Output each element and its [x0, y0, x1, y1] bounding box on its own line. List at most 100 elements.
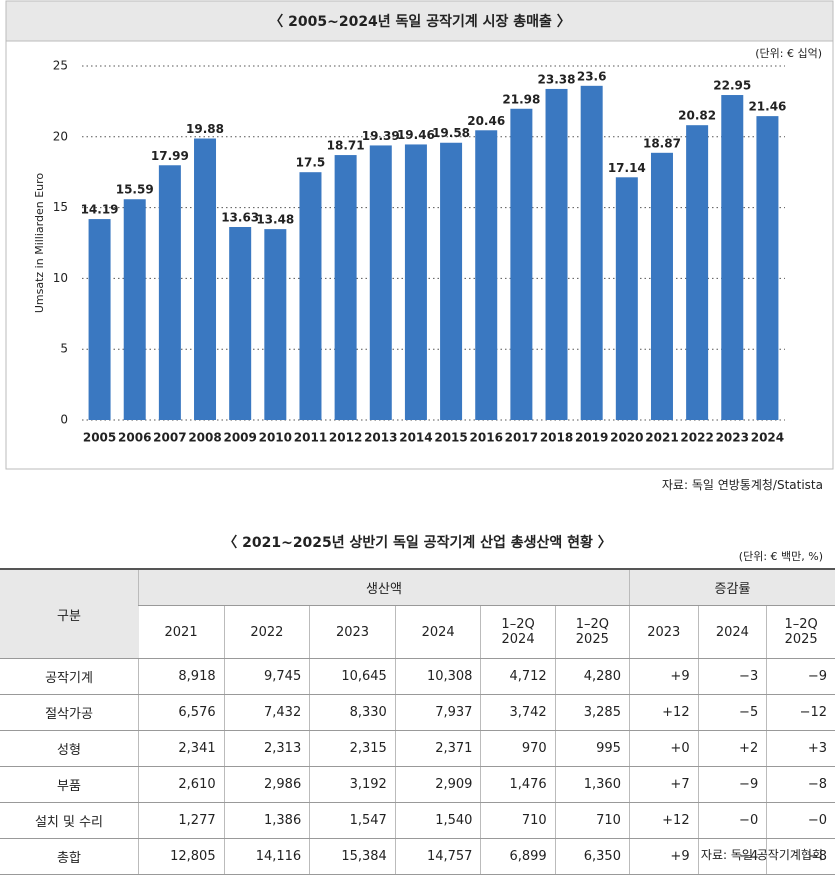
table-cell: −0 [697, 802, 767, 839]
chart: 〈 2005~2024년 독일 공작기계 시장 총매출 〉 (단위: € 십억)… [5, 0, 834, 470]
table-cell: +3 [766, 730, 835, 767]
y-tick-label: 20 [53, 129, 68, 143]
value-label: 19.39 [362, 129, 400, 143]
x-tick-label: 2020 [610, 431, 643, 445]
value-label: 19.46 [397, 128, 435, 142]
table-cell: 2,315 [309, 730, 396, 767]
table-cell: 4,712 [480, 658, 556, 695]
y-tick-label: 25 [53, 59, 68, 73]
table-cell: −8 [766, 766, 835, 803]
header-cell: 1–2Q 2025 [554, 605, 630, 659]
header-cell: 구분 [0, 568, 139, 659]
table-cell: 성형 [0, 730, 139, 767]
chart-source: 자료: 독일 연방통계청/Statista [661, 478, 823, 492]
table-cell: 2,986 [223, 766, 310, 803]
table-cell: 2,909 [394, 766, 481, 803]
table-cell: −3 [697, 658, 767, 695]
value-label: 17.99 [151, 149, 189, 163]
table-cell: +9 [628, 658, 699, 695]
bar [404, 144, 427, 420]
header-cell: 증감률 [628, 568, 835, 606]
bar [264, 229, 287, 420]
bar [229, 226, 252, 420]
value-label: 20.82 [678, 109, 716, 123]
header-cell: 2021 [138, 605, 225, 659]
table-cell: 1,547 [309, 802, 396, 839]
x-tick-label: 2021 [645, 431, 678, 445]
bar [123, 199, 146, 420]
value-label: 21.98 [502, 92, 540, 106]
x-tick-label: 2010 [259, 431, 292, 445]
bar [650, 152, 673, 421]
table-cell: 14,757 [394, 838, 481, 875]
x-tick-label: 2012 [329, 431, 362, 445]
table-cell: 설치 및 수리 [0, 802, 139, 839]
value-label: 19.58 [432, 126, 470, 140]
table-cell: 10,308 [394, 658, 481, 695]
table-cell: 1,360 [554, 766, 630, 803]
chart-title: 〈 2005~2024년 독일 공작기계 시장 총매출 〉 [269, 13, 570, 30]
bar [334, 155, 357, 420]
header-cell: 2022 [223, 605, 310, 659]
table-cell: 3,742 [480, 694, 556, 731]
header-cell: 2023 [628, 605, 699, 659]
table-cell: 7,937 [394, 694, 481, 731]
header-cell: 1–2Q 2025 [766, 605, 835, 659]
table-cell: +2 [697, 730, 767, 767]
x-tick-label: 2022 [680, 431, 713, 445]
x-tick-label: 2005 [83, 431, 116, 445]
bar [721, 95, 744, 420]
table-cell: 부품 [0, 766, 139, 803]
table-cell: −9 [766, 658, 835, 695]
table-cell: 6,576 [138, 694, 225, 731]
unit: (단위: € 십억) [755, 47, 822, 60]
x-tick-label: 2019 [575, 431, 608, 445]
bar [510, 108, 533, 421]
value-label: 22.95 [713, 79, 751, 93]
table-cell: 2,341 [138, 730, 225, 767]
x-tick-label: 2017 [505, 431, 538, 445]
value-label: 17.5 [296, 156, 326, 170]
table-cell: 970 [480, 730, 556, 767]
table-source: 자료: 독일 공작기계협회 [700, 848, 823, 862]
table-cell: 14,116 [223, 838, 310, 875]
table-cell: −9 [697, 766, 767, 803]
x-tick-label: 2009 [223, 431, 256, 445]
table-cell: −12 [766, 694, 835, 731]
bar [686, 125, 709, 421]
table-cell: 15,384 [309, 838, 396, 875]
x-tick-label: 2011 [294, 431, 327, 445]
table-cell: 9,745 [223, 658, 310, 695]
table-cell: 7,432 [223, 694, 310, 731]
bar [299, 172, 322, 420]
x-tick-label: 2015 [434, 431, 467, 445]
x-tick-label: 2006 [118, 431, 151, 445]
bar [158, 165, 181, 420]
table-row: 공작기계 8,918 9,745 10,645 10,308 4,712 4,280 +9 −3… [0, 658, 835, 695]
header-cell: 2024 [697, 605, 767, 659]
table-cell: +0 [628, 730, 699, 767]
table-cell: 2,313 [223, 730, 310, 767]
value-label: 14.19 [81, 203, 119, 217]
table-row: 2021 2022 2023 2024 1–2Q 2024 1–2Q 2025 2023 20… [0, 605, 835, 659]
bar [440, 142, 463, 420]
bar [194, 138, 217, 420]
value-label: 23.6 [577, 69, 607, 83]
table-cell: 2,610 [138, 766, 225, 803]
table-cell: 1,476 [480, 766, 556, 803]
table-cell: 710 [480, 802, 556, 839]
table-cell: 4,280 [554, 658, 630, 695]
bar [369, 145, 392, 420]
table-cell: 1,277 [138, 802, 225, 839]
table-unit: (단위: € 백만, %) [738, 550, 823, 563]
table-cell: 공작기계 [0, 658, 139, 695]
y-tick-label: 5 [60, 342, 68, 356]
value-label: 23.38 [538, 72, 576, 86]
table-cell: 2,371 [394, 730, 481, 767]
bar [756, 116, 779, 420]
y-tick-label: 10 [53, 271, 68, 285]
table-cell: 1,540 [394, 802, 481, 839]
table-cell: 1,386 [223, 802, 310, 839]
table-cell: 12,805 [138, 838, 225, 875]
